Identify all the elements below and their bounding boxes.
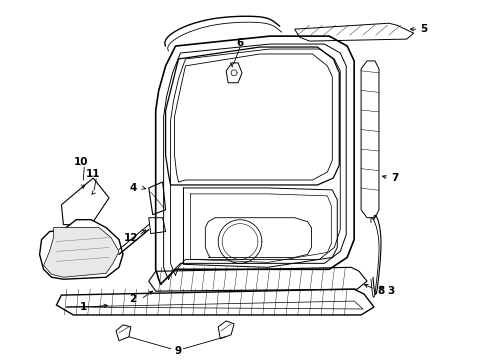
Polygon shape [116, 325, 131, 341]
Polygon shape [56, 289, 374, 315]
Polygon shape [149, 218, 166, 234]
Polygon shape [40, 220, 123, 279]
Text: 7: 7 [391, 173, 398, 183]
Text: 3: 3 [387, 286, 394, 296]
Text: 9: 9 [175, 346, 182, 356]
Text: 12: 12 [123, 233, 138, 243]
Text: 4: 4 [129, 183, 137, 193]
Polygon shape [226, 63, 242, 83]
Text: 1: 1 [80, 302, 87, 312]
Polygon shape [294, 23, 414, 41]
Text: 2: 2 [129, 294, 137, 304]
Polygon shape [149, 267, 367, 291]
Text: 6: 6 [236, 38, 244, 48]
Polygon shape [61, 178, 109, 225]
Polygon shape [361, 61, 379, 218]
Text: 5: 5 [420, 24, 427, 34]
Text: 11: 11 [86, 169, 100, 179]
Polygon shape [149, 182, 166, 215]
Text: 8: 8 [377, 286, 385, 296]
Text: 10: 10 [74, 157, 89, 167]
Polygon shape [44, 228, 119, 277]
Polygon shape [218, 321, 234, 339]
